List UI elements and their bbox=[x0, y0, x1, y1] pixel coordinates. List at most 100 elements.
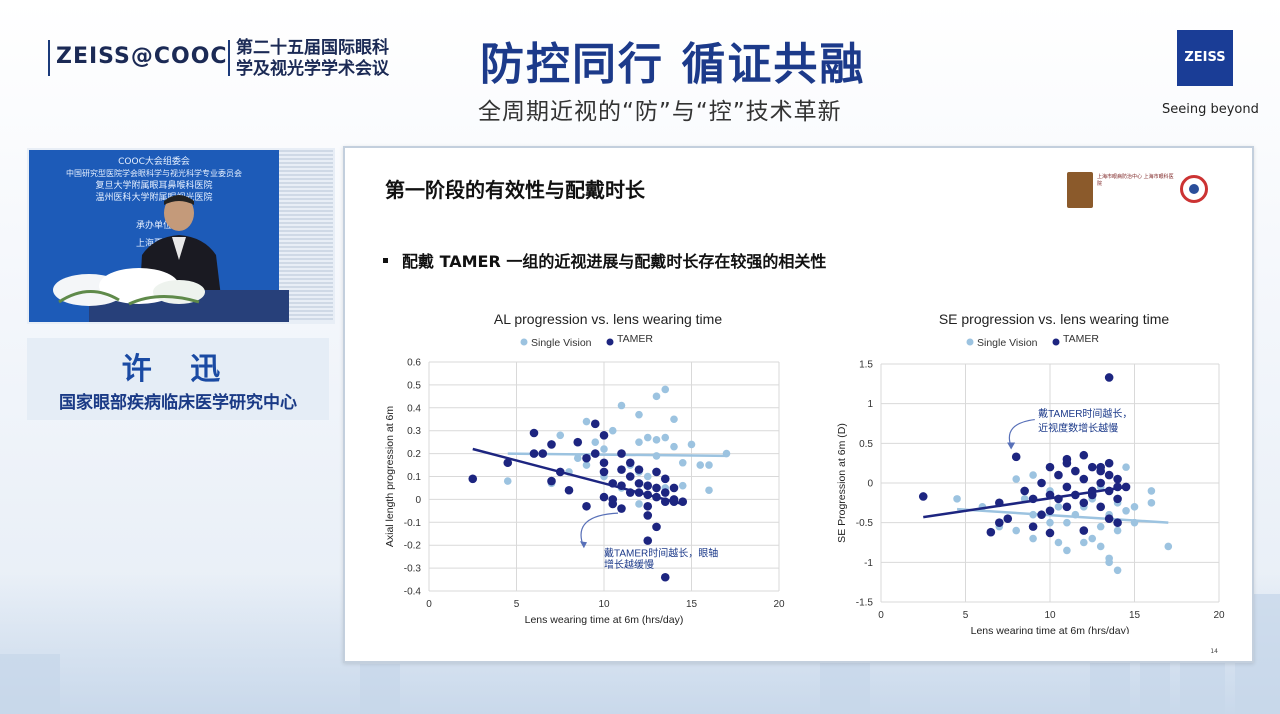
data-point-tamer bbox=[660, 572, 670, 582]
data-point-single-vision bbox=[617, 401, 626, 410]
data-point-single-vision bbox=[953, 495, 961, 503]
legend-label: Single Vision bbox=[977, 337, 1038, 349]
data-point-tamer bbox=[1037, 478, 1046, 488]
y-tick-label: 0 bbox=[867, 479, 873, 490]
data-point-tamer bbox=[652, 522, 661, 532]
page-number: 14 bbox=[1210, 648, 1218, 655]
data-point-single-vision bbox=[573, 454, 582, 462]
data-point-tamer bbox=[1113, 494, 1122, 504]
data-point-tamer bbox=[1003, 514, 1013, 523]
conference-title: 第二十五届国际眼科 学及视光学学术会议 bbox=[236, 38, 416, 80]
data-point-single-vision bbox=[1096, 522, 1105, 531]
data-point-tamer bbox=[1045, 462, 1055, 472]
se-progression-chart: SE progression vs. lens wearing time Sing… bbox=[836, 311, 1225, 634]
data-point-tamer bbox=[986, 527, 996, 537]
data-point-tamer bbox=[547, 476, 556, 486]
data-point-tamer bbox=[1113, 518, 1122, 527]
data-point-tamer bbox=[1104, 470, 1114, 480]
y-tick-label: 0.1 bbox=[407, 472, 421, 483]
legend-marker-tamer bbox=[1052, 338, 1060, 346]
data-point-single-vision bbox=[643, 433, 652, 442]
data-point-tamer bbox=[573, 437, 583, 447]
slide-bullet: 配戴 TAMER 一组的近视进展与配戴时长存在较强的相关性 bbox=[383, 248, 826, 272]
eye-center-logo bbox=[1180, 175, 1208, 203]
data-point-tamer bbox=[582, 501, 591, 511]
annotation-text: 近视度数增长越慢 bbox=[1038, 421, 1118, 434]
data-point-single-vision bbox=[678, 458, 687, 467]
data-point-tamer bbox=[643, 511, 653, 520]
sub-title: 全周期近视的“防”与“控”技术革新 bbox=[478, 99, 842, 125]
data-point-tamer bbox=[599, 492, 609, 502]
data-point-single-vision bbox=[600, 445, 608, 453]
video-backdrop-line: 温州医科大学附属眼视光医院 bbox=[95, 193, 213, 203]
y-tick-label: -0.3 bbox=[404, 564, 422, 575]
data-point-tamer bbox=[1113, 474, 1122, 484]
data-point-single-vision bbox=[1147, 487, 1156, 495]
data-point-single-vision bbox=[582, 417, 591, 426]
speaker-video-feed: COOC大会组委会 中国研究型医院学会眼科学与视光科学专业委员会 复旦大学附属眼… bbox=[27, 148, 335, 324]
data-point-tamer bbox=[1104, 514, 1114, 523]
annotation-text: 戴TAMER时间越长，眼轴 bbox=[604, 547, 718, 560]
data-point-tamer bbox=[652, 483, 661, 493]
data-point-tamer bbox=[1096, 478, 1105, 488]
x-axis-label: Lens wearing time at 6m (hrs/day) bbox=[971, 625, 1130, 634]
y-axis-label: Axial length progression at 6m bbox=[384, 406, 396, 547]
data-point-tamer bbox=[617, 465, 626, 474]
data-point-single-vision bbox=[1088, 534, 1097, 543]
speaker-name-card: 许 迅 国家眼部疾病临床医学研究中心 bbox=[27, 338, 329, 420]
data-point-tamer bbox=[1062, 502, 1072, 512]
x-tick-label: 15 bbox=[686, 599, 698, 610]
data-point-tamer bbox=[617, 449, 626, 458]
data-point-tamer bbox=[634, 465, 644, 474]
chart-title: SE progression vs. lens wearing time bbox=[939, 311, 1170, 327]
data-point-tamer bbox=[643, 536, 653, 545]
data-point-single-vision bbox=[1080, 538, 1088, 547]
data-point-tamer bbox=[529, 449, 539, 458]
legend-label: TAMER bbox=[617, 333, 653, 345]
data-point-single-vision bbox=[1029, 534, 1037, 543]
data-point-tamer bbox=[625, 458, 635, 468]
data-point-single-vision bbox=[1012, 526, 1020, 535]
data-point-single-vision bbox=[670, 442, 678, 451]
annotation-arrow bbox=[1008, 418, 1035, 447]
conference-title-line2: 学及视光学学术会议 bbox=[236, 59, 389, 79]
data-point-tamer bbox=[599, 467, 609, 477]
data-point-single-vision bbox=[705, 486, 713, 495]
y-tick-label: 0.5 bbox=[859, 439, 873, 450]
data-point-single-vision bbox=[643, 472, 652, 481]
slide-bullet-text: 配戴 TAMER 一组的近视进展与配戴时长存在较强的相关性 bbox=[402, 252, 827, 271]
legend-label: TAMER bbox=[1063, 333, 1099, 345]
data-point-single-vision bbox=[1113, 526, 1122, 535]
data-point-single-vision bbox=[635, 410, 643, 419]
x-tick-label: 15 bbox=[1129, 610, 1141, 621]
cooc-logo: ZEISS@COOC bbox=[56, 44, 228, 69]
data-point-single-vision bbox=[687, 440, 696, 449]
trendline-single-vision bbox=[956, 507, 1169, 524]
data-point-tamer bbox=[590, 449, 600, 458]
data-point-tamer bbox=[1079, 450, 1089, 460]
data-point-single-vision bbox=[1029, 471, 1037, 479]
y-axis-label: SE Progression at 6m (D) bbox=[836, 423, 848, 543]
data-point-tamer bbox=[608, 499, 618, 509]
y-tick-label: -0.2 bbox=[404, 541, 422, 552]
annotation-text: 增长越缓慢 bbox=[604, 558, 654, 571]
data-point-tamer bbox=[678, 497, 688, 506]
data-point-tamer bbox=[669, 483, 679, 493]
x-tick-label: 10 bbox=[1044, 610, 1056, 621]
data-point-tamer bbox=[1062, 454, 1072, 464]
data-point-tamer bbox=[599, 430, 609, 440]
x-tick-label: 0 bbox=[878, 610, 884, 621]
data-point-tamer bbox=[1096, 462, 1105, 472]
data-point-single-vision bbox=[652, 436, 661, 444]
data-point-tamer bbox=[1096, 502, 1105, 512]
data-point-single-vision bbox=[1054, 538, 1063, 547]
y-tick-label: -0.5 bbox=[856, 518, 874, 529]
data-point-single-vision bbox=[1046, 518, 1054, 527]
presentation-slide: 第一阶段的有效性与配戴时长 上海市眼病防治中心 上海市眼科医院 配戴 TAMER… bbox=[343, 146, 1254, 663]
data-point-tamer bbox=[995, 518, 1004, 527]
x-tick-label: 20 bbox=[1213, 610, 1225, 621]
main-title: 防控同行 循证共融 bbox=[480, 39, 866, 90]
data-point-tamer bbox=[660, 474, 670, 484]
data-point-single-vision bbox=[652, 392, 661, 401]
data-point-tamer bbox=[1062, 482, 1072, 492]
